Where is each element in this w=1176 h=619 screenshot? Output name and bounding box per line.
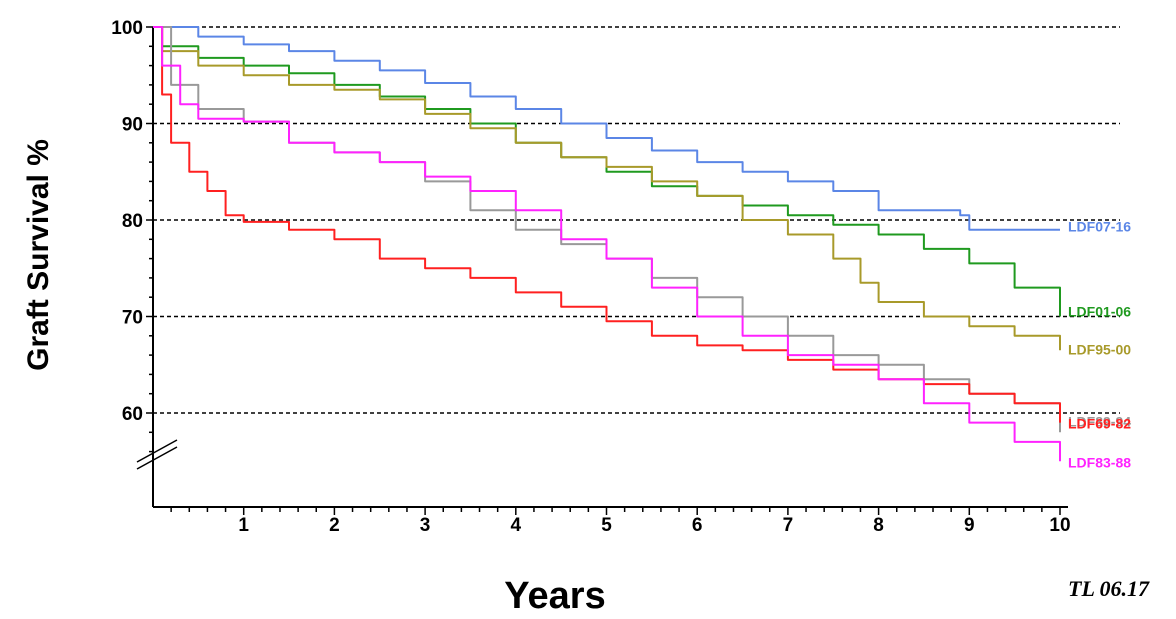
y-tick-label-100: 100 xyxy=(111,18,143,39)
series-label-ldf07-16: LDF07-16 xyxy=(1068,219,1131,235)
series-label-ldf01-06: LDF01-06 xyxy=(1068,304,1131,320)
y-tick-label-90: 90 xyxy=(122,115,143,136)
x-tick-label-9: 9 xyxy=(964,515,975,536)
series-line-ldf69-82 xyxy=(153,26,1061,423)
x-tick-label-8: 8 xyxy=(873,515,884,536)
y-tick-label-70: 70 xyxy=(122,308,143,329)
axes xyxy=(136,26,1068,515)
series-label-ldf89-94: LDF89-94 xyxy=(1068,413,1131,429)
series-label-ldf69-82: LDF69-82 xyxy=(1068,416,1131,432)
y-tick-label-60: 60 xyxy=(122,404,143,425)
y-tick-label-80: 80 xyxy=(122,211,143,232)
x-tick-label-2: 2 xyxy=(329,515,340,536)
x-tick-label-3: 3 xyxy=(420,515,431,536)
series-line-ldf01-06 xyxy=(153,26,1061,317)
footnote-text: TL 06.17 xyxy=(1068,576,1150,601)
x-tick-label-10: 10 xyxy=(1049,515,1070,536)
series-line-ldf07-16 xyxy=(153,26,1060,231)
axis-break-mark-2 xyxy=(136,446,178,470)
axis-break-mark-1 xyxy=(136,439,178,463)
x-tick-label-1: 1 xyxy=(238,515,249,536)
x-axis-title: Years xyxy=(504,575,605,617)
series-line-ldf95-00 xyxy=(153,26,1061,351)
y-axis-title: Graft Survival % xyxy=(22,139,55,371)
series-label-ldf83-88: LDF83-88 xyxy=(1068,454,1131,470)
x-tick-label-4: 4 xyxy=(511,515,522,536)
series-lines xyxy=(153,26,1061,462)
labels: 1 2 3 4 5 6 7 8 9 10 100 90 80 70 60 LDF07-16 LDF01-06 LD… xyxy=(111,18,1131,536)
x-tick-label-7: 7 xyxy=(783,515,794,536)
series-line-ldf83-88 xyxy=(153,26,1061,462)
series-label-ldf95-00: LDF95-00 xyxy=(1068,341,1131,357)
x-tick-label-5: 5 xyxy=(601,515,612,536)
x-tick-label-6: 6 xyxy=(692,515,703,536)
